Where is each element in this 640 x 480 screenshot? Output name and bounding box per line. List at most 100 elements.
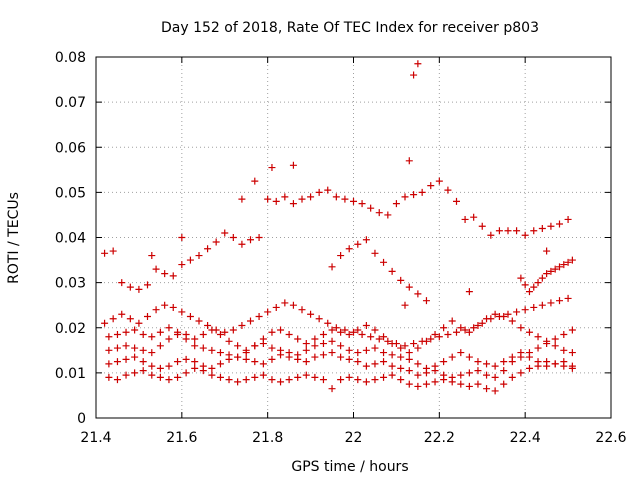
data-point-sat-b <box>165 362 173 370</box>
y-tick-label: 0 <box>77 411 86 427</box>
data-point-sat-g <box>543 270 551 278</box>
x-tick-label: 22.6 <box>595 430 626 446</box>
data-point-sat-e <box>418 188 426 196</box>
data-point-outliers <box>543 247 551 255</box>
data-point-sat-e <box>332 193 340 201</box>
grid-lines <box>96 57 611 418</box>
data-point-sat-b <box>397 364 405 372</box>
data-point-sat-d <box>251 342 259 350</box>
data-point-sat-c <box>431 362 439 370</box>
data-point-sat-g <box>556 263 563 271</box>
data-point-sat-f <box>384 337 392 345</box>
data-point-sat-d <box>319 331 327 339</box>
data-point-sat-g <box>568 256 576 264</box>
data-point-sat-c <box>362 346 370 354</box>
data-point-sat-d <box>105 333 113 341</box>
data-point-sat-b <box>328 349 336 357</box>
y-tick-label: 0.05 <box>55 185 86 201</box>
data-point-outliers <box>178 234 186 241</box>
data-point-sat-a <box>508 373 516 381</box>
data-point-sat-h <box>354 240 362 248</box>
data-point-sat-e <box>126 283 134 291</box>
data-point-sat-d <box>182 331 190 339</box>
data-point-sat-b <box>440 371 448 379</box>
data-point-sat-a <box>182 369 190 377</box>
data-point-sat-a <box>525 364 533 372</box>
data-point-sat-a <box>345 373 353 381</box>
data-point-sat-h <box>397 276 405 284</box>
data-point-sat-c <box>414 360 422 368</box>
data-point-sat-f <box>178 308 186 316</box>
data-point-sat-c <box>105 346 113 354</box>
data-point-sat-d <box>302 340 310 348</box>
y-tick-label: 0.06 <box>55 140 86 156</box>
data-point-sat-a <box>380 373 388 381</box>
data-point-sat-h <box>414 290 422 298</box>
data-point-sat-g <box>530 283 538 291</box>
data-point-sat-e <box>495 227 503 235</box>
data-point-sat-c <box>517 349 525 357</box>
data-point-sat-c <box>234 353 242 361</box>
data-point-sat-f <box>444 331 452 339</box>
data-point-sat-d <box>457 324 465 332</box>
data-point-sat-c <box>551 360 559 368</box>
data-point-sat-b <box>551 335 559 343</box>
data-point-sat-e <box>341 195 349 203</box>
data-point-sat-c <box>380 349 388 357</box>
data-point-sat-a <box>517 369 525 377</box>
data-point-sat-e <box>281 193 289 201</box>
data-point-sat-a <box>105 373 113 381</box>
data-point-outliers <box>148 252 156 260</box>
chart-title: Day 152 of 2018, Rate Of TEC Index for r… <box>161 20 539 36</box>
y-tick-label: 0.04 <box>55 231 86 247</box>
data-point-sat-d <box>131 326 139 334</box>
data-point-sat-g <box>534 279 542 287</box>
data-point-sat-e <box>255 234 263 241</box>
data-point-sat-e <box>238 240 246 248</box>
data-point-sat-b <box>500 367 508 375</box>
data-point-sat-b <box>174 358 182 366</box>
x-axis-label: GPS time / hours <box>291 459 408 475</box>
data-point-sat-d <box>199 331 207 339</box>
data-point-sat-e <box>470 213 478 221</box>
data-point-sat-d <box>148 333 156 341</box>
data-point-sat-f <box>521 306 529 314</box>
data-point-sat-d <box>405 349 413 357</box>
data-point-sat-f <box>247 317 254 325</box>
data-point-sat-c <box>285 349 293 357</box>
data-point-sat-a <box>131 369 139 377</box>
data-point-sat-e <box>487 231 495 239</box>
data-point-sat-a <box>242 376 250 384</box>
data-point-sat-g <box>517 274 525 282</box>
data-point-sat-b <box>148 362 156 370</box>
data-point-sat-c <box>448 353 456 361</box>
data-point-sat-f <box>453 328 460 336</box>
data-point-sat-e <box>324 186 332 194</box>
data-point-sat-e <box>315 188 323 196</box>
data-point-sat-b <box>191 358 199 366</box>
data-point-sat-b <box>362 362 370 370</box>
data-point-sat-b <box>268 355 276 363</box>
data-point-sat-f <box>281 299 289 307</box>
data-point-sat-a <box>234 378 242 386</box>
data-point-sat-a <box>465 382 473 390</box>
data-point-sat-e <box>307 193 315 201</box>
data-point-sat-c <box>534 358 542 366</box>
data-point-sat-f <box>427 335 435 343</box>
data-point-sat-c <box>568 362 576 370</box>
data-point-sat-d <box>277 326 285 334</box>
data-point-sat-b <box>199 362 207 370</box>
data-point-sat-e <box>221 229 229 237</box>
data-point-sat-b <box>251 358 259 366</box>
data-point-sat-a <box>414 382 422 390</box>
data-point-sat-f <box>487 315 495 323</box>
data-point-sat-b <box>371 360 379 368</box>
data-point-sat-d <box>216 331 224 339</box>
data-point-sat-h <box>422 297 430 305</box>
data-point-sat-c <box>216 349 224 357</box>
data-point-sat-d <box>525 328 533 336</box>
data-point-sat-d <box>568 349 576 357</box>
data-point-sat-c <box>328 337 336 345</box>
data-point-sat-f <box>161 301 169 309</box>
data-point-sat-c <box>345 346 353 354</box>
